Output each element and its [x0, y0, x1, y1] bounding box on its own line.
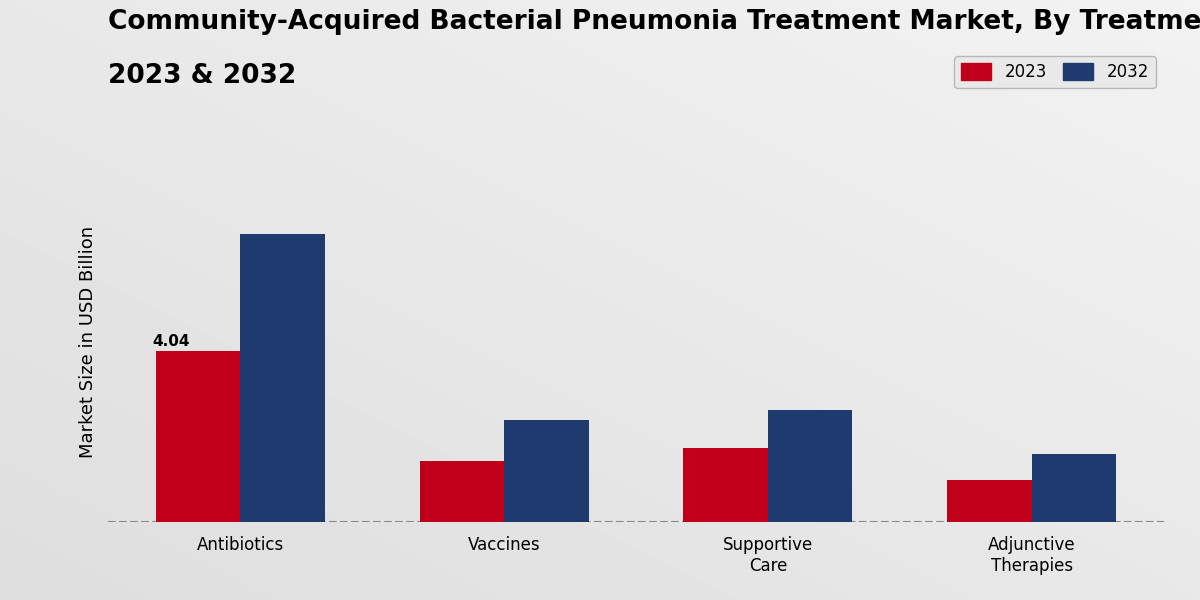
Bar: [504, 421, 588, 522]
Bar: [768, 410, 852, 522]
Bar: [240, 234, 325, 522]
Legend: 2023, 2032: 2023, 2032: [954, 56, 1156, 88]
Text: 2023 & 2032: 2023 & 2032: [108, 63, 296, 89]
Bar: [156, 351, 240, 522]
Bar: [420, 461, 504, 522]
Text: 4.04: 4.04: [152, 334, 191, 349]
Bar: [1032, 454, 1116, 522]
Y-axis label: Market Size in USD Billion: Market Size in USD Billion: [79, 226, 97, 458]
Text: Community-Acquired Bacterial Pneumonia Treatment Market, By Treatment Ty: Community-Acquired Bacterial Pneumonia T…: [108, 9, 1200, 35]
Bar: [947, 479, 1032, 522]
Bar: [684, 448, 768, 522]
